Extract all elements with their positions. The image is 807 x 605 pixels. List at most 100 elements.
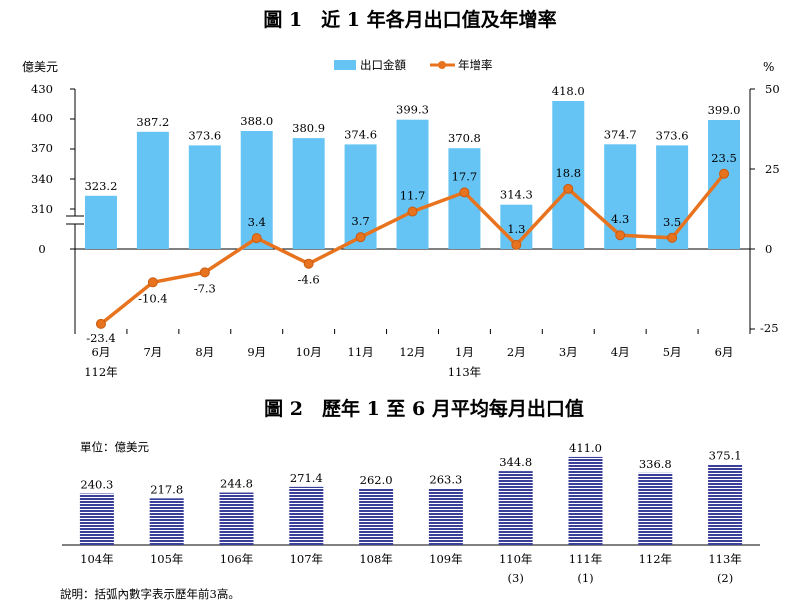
- growth-rate-label: 18.8: [555, 166, 581, 180]
- growth-rate-point: [303, 258, 314, 269]
- chart2-footnote: 說明：括弧內數字表示歷年前3高。: [60, 587, 240, 601]
- month-tick-label: 5月: [663, 345, 682, 359]
- growth-rate-point: [615, 230, 626, 241]
- month-tick-label: 2月: [507, 345, 526, 359]
- left-tick-0: 0: [38, 242, 45, 256]
- right-tick-minus25: -25: [760, 321, 779, 335]
- chart1-title: 圖 1 近 1 年各月出口值及年增率: [263, 8, 556, 31]
- growth-rate-point: [147, 277, 158, 288]
- export-value-label: 374.6: [344, 127, 377, 141]
- month-tick-label: 6月: [92, 345, 111, 359]
- avg-export-label: 240.3: [80, 478, 113, 492]
- year-tick-label: 108年: [359, 552, 392, 566]
- export-value-bar: [84, 195, 117, 249]
- month-tick-label: 11月: [348, 345, 374, 359]
- month-tick-label: 3月: [559, 345, 578, 359]
- export-value-bar: [656, 145, 689, 249]
- year-tick-label: 111年: [569, 552, 602, 566]
- left-tick-370: 370: [31, 141, 53, 155]
- export-value-label: 418.0: [552, 84, 585, 98]
- export-value-bar: [188, 145, 221, 249]
- avg-export-label: 217.8: [150, 482, 183, 496]
- growth-rate-point: [251, 233, 262, 244]
- rank-label: (3): [508, 571, 524, 585]
- growth-rate-label: 11.7: [400, 189, 426, 203]
- month-tick-label: 12月: [399, 345, 425, 359]
- export-value-label: 387.2: [136, 115, 169, 129]
- growth-rate-label: -7.3: [194, 281, 216, 295]
- month-tick-label: 7月: [143, 345, 162, 359]
- avg-export-bar: [79, 493, 114, 545]
- growth-rate-point: [459, 187, 470, 198]
- year-tick-label: 107年: [290, 552, 323, 566]
- export-value-label: 370.8: [448, 131, 481, 145]
- avg-export-label: 411.0: [569, 441, 602, 455]
- growth-rate-label: 3.4: [248, 215, 266, 229]
- left-tick-340: 340: [31, 172, 53, 186]
- year-tick-label: 104年: [80, 552, 113, 566]
- month-tick-label: 10月: [296, 345, 322, 359]
- legend-line-marker: [438, 61, 446, 69]
- avg-export-bar: [289, 486, 324, 545]
- export-value-bar: [136, 131, 169, 249]
- growth-rate-label: -10.4: [138, 291, 168, 305]
- export-value-bar: [708, 120, 741, 249]
- avg-export-label: 244.8: [220, 477, 253, 491]
- year-tick-label: 110年: [499, 552, 532, 566]
- year-tick-label: 105年: [150, 552, 183, 566]
- legend-bar-swatch: [334, 60, 356, 70]
- growth-rate-label: 4.3: [611, 212, 629, 226]
- month-tick-label: 6月: [715, 345, 734, 359]
- export-value-label: 374.7: [604, 127, 637, 141]
- right-tick-50: 50: [765, 82, 780, 96]
- avg-export-label: 263.3: [429, 473, 462, 487]
- export-value-label: 314.3: [500, 188, 533, 202]
- avg-export-bar: [428, 488, 463, 545]
- export-value-label: 380.9: [292, 121, 325, 135]
- avg-export-bar: [638, 472, 673, 545]
- avg-export-bar: [149, 498, 184, 545]
- month-tick-label: 9月: [247, 345, 266, 359]
- year-tick-label: 109年: [429, 552, 462, 566]
- growth-rate-label: 23.5: [711, 151, 737, 165]
- year-tick-label: 113年: [708, 552, 741, 566]
- chart2-unit-label: 單位：億美元: [80, 440, 149, 454]
- left-tick-400: 400: [31, 111, 53, 125]
- growth-rate-label: 1.3: [507, 222, 525, 236]
- growth-rate-label: 3.7: [351, 214, 369, 228]
- export-value-bar: [552, 101, 585, 249]
- year-label: 112年: [84, 365, 117, 379]
- chart2-title: 圖 2 歷年 1 至 6 月平均每月出口值: [264, 397, 584, 420]
- year-label: 113年: [448, 365, 481, 379]
- year-tick-label: 106年: [220, 552, 253, 566]
- growth-rate-point: [511, 239, 522, 250]
- avg-export-label: 375.1: [709, 449, 742, 463]
- month-tick-label: 4月: [611, 345, 630, 359]
- export-value-label: 373.6: [656, 128, 689, 142]
- export-value-bar: [240, 131, 273, 249]
- export-value-bar: [292, 138, 325, 249]
- legend-bar-label: 出口金額: [360, 58, 406, 72]
- avg-export-bar: [498, 471, 533, 545]
- legend-line-label: 年增率: [458, 58, 493, 72]
- export-value-bar: [448, 148, 481, 249]
- rank-label: (2): [717, 571, 733, 585]
- export-value-label: 399.3: [396, 103, 429, 117]
- growth-rate-label: 3.5: [663, 215, 681, 229]
- chart1-right-unit: %: [763, 60, 774, 74]
- growth-rate-point: [95, 318, 106, 329]
- growth-rate-label: 17.7: [452, 169, 478, 183]
- avg-export-label: 336.8: [639, 457, 672, 471]
- export-value-label: 323.2: [84, 179, 117, 193]
- axis-break-gap: [66, 216, 84, 224]
- month-tick-label: 1月: [455, 345, 474, 359]
- chart1-left-unit: 億美元: [22, 60, 58, 74]
- avg-export-bar: [568, 456, 603, 545]
- growth-rate-point: [719, 168, 730, 179]
- avg-export-bar: [219, 492, 254, 545]
- right-tick-0: 0: [765, 242, 772, 256]
- growth-rate-point: [563, 183, 574, 194]
- rank-label: (1): [577, 571, 593, 585]
- avg-export-label: 271.4: [290, 471, 323, 485]
